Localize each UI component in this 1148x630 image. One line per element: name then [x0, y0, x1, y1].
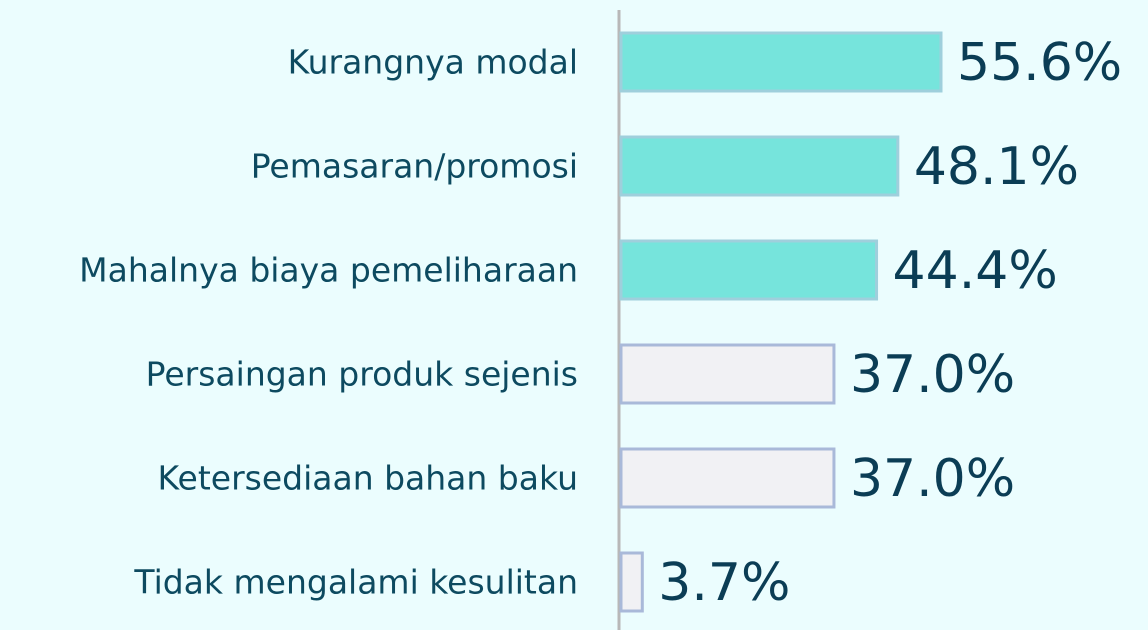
- category-label: Kurangnya modal: [288, 43, 578, 82]
- value-label: 37.0%: [850, 345, 1015, 405]
- category-label: Tidak mengalami kesulitan: [133, 563, 578, 602]
- value-label: 37.0%: [850, 449, 1015, 509]
- bar: [619, 31, 943, 93]
- category-label: Mahalnya biaya pemeliharaan: [79, 251, 578, 290]
- bar: [619, 343, 836, 405]
- value-label: 3.7%: [658, 553, 790, 613]
- value-label: 55.6%: [957, 33, 1122, 93]
- bar: [619, 135, 900, 197]
- category-label: Persaingan produk sejenis: [146, 355, 578, 394]
- bar: [619, 551, 644, 613]
- bar: [619, 447, 836, 509]
- value-label: 44.4%: [893, 241, 1058, 301]
- bar: [619, 239, 879, 301]
- category-label: Pemasaran/promosi: [251, 147, 578, 186]
- category-label: Ketersediaan bahan baku: [158, 459, 578, 498]
- value-label: 48.1%: [914, 137, 1079, 197]
